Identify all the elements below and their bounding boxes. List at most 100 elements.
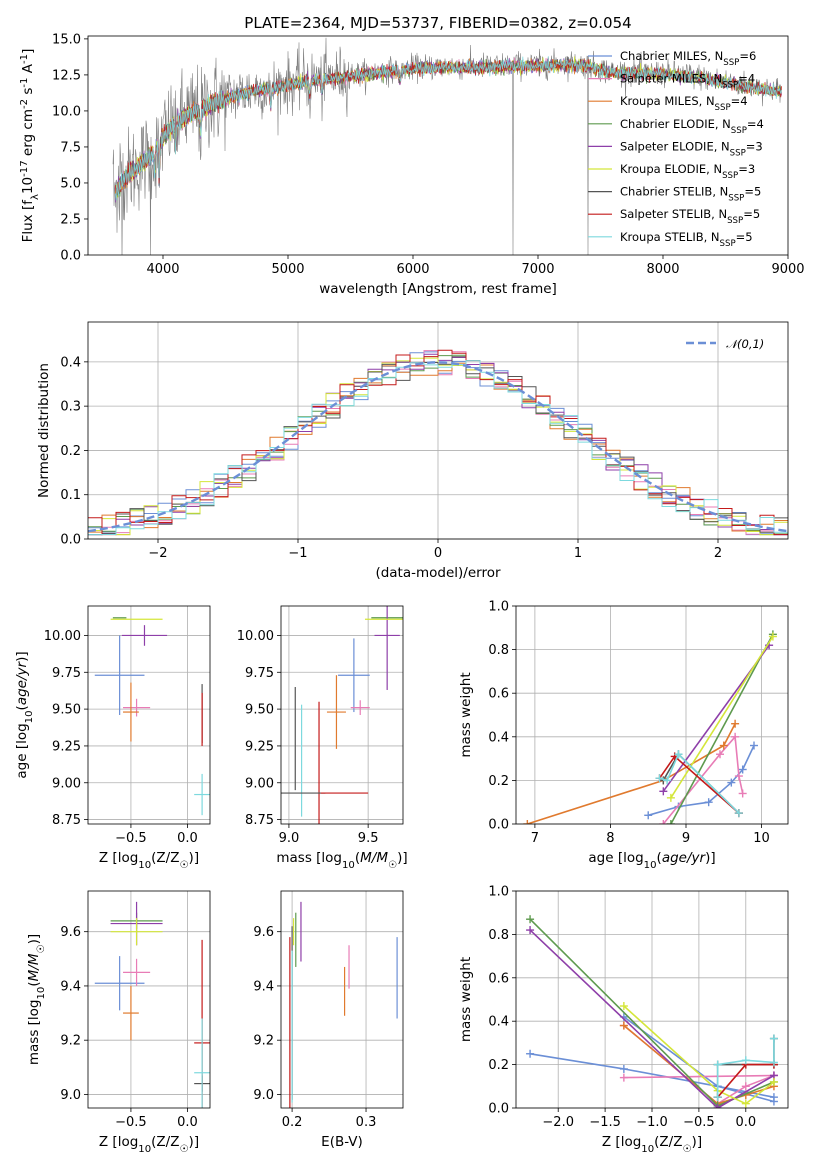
mass_weight_vs_age-series-chabrier_elodie [670, 633, 774, 824]
mass_weight_vs_age-marker [738, 789, 747, 798]
x-axis-label: Z [log10(Z/Z☉)] [99, 850, 199, 871]
mass_weight_vs_age-marker [768, 632, 777, 641]
y-tick-label: 7.5 [60, 140, 81, 155]
mass_weight_vs_z-series-kroupa_elodie [623, 1005, 775, 1105]
mass_weight_vs_z-marker [619, 1073, 628, 1082]
legend-label-chabrier_miles: Chabrier MILES, NSSP=6 [620, 49, 756, 68]
legend-label-salpeter_miles: Salpeter MILES, NSSP=4 [620, 72, 755, 91]
mass_weight_vs_age-marker [738, 765, 747, 774]
y-axis-label: mass weight [458, 672, 474, 757]
mass_weight_vs_z-plot-area [526, 915, 778, 1108]
spectrum-axes: 4000 5000 6000 7000 8000 9000 0.0 2.5 5.0 7.5 10.0… [19, 32, 805, 297]
x-axis-label: Z [log10(Z/Z☉)] [602, 1134, 702, 1155]
age_vs_mass-errorbar-salpeter_miles [350, 700, 370, 715]
y-tick-label: 9.00 [245, 776, 274, 791]
mass_weight_vs_z-marker [713, 1093, 722, 1102]
x-tick-label: 0.0 [177, 1115, 198, 1130]
x-tick-label: −1.0 [636, 1115, 668, 1130]
y-tick-label: 0.0 [60, 533, 81, 548]
y-axis-label: mass [log10(M/M☉)] [26, 934, 47, 1065]
age_vs_z-errorbar-kroupa_miles [123, 682, 139, 742]
mass_vs_z-frame [87, 890, 211, 1109]
age_vs_z-frame [87, 605, 211, 825]
x-tick-label: −1 [288, 546, 307, 561]
residuals-legend: 𝒩(0,1) [686, 337, 764, 351]
x-tick-label: 9.0 [279, 831, 300, 846]
mass_weight_vs_z-axes: −2.0 −1.5 −1.0 −0.5 0.0 0.0 0.2 0.4 0.6 0.8 1.0 Z [… [458, 885, 788, 1155]
x-tick-label: 0 [434, 546, 442, 561]
age_vs_mass-errorbar-chabrier_miles [338, 638, 370, 713]
mass_weight_vs_z-marker [741, 1082, 750, 1091]
mass_vs_ebv-plot-area [289, 901, 398, 1108]
spectrum-title: PLATE=2364, MJD=53737, FIBERID=0382, z=0… [244, 14, 631, 32]
x-axis-label: age [log10(age/yr)] [588, 850, 715, 871]
mass_weight_vs_age-marker [719, 741, 728, 750]
y-tick-label: 0.4 [488, 730, 509, 745]
mass_weight_vs_age-marker [655, 774, 664, 783]
mass_weight_vs_z-marker [619, 1002, 628, 1011]
mass_vs_z-errorbar-kroupa_miles [123, 985, 139, 1041]
mass_vs_z-errorbar-salpeter_miles [123, 958, 151, 986]
x-axis-label: mass [log10(M/M☉)] [276, 850, 407, 871]
y-axis-label: mass weight [458, 957, 474, 1042]
mass_weight_vs_age-marker [644, 811, 653, 820]
x-tick-label: −0.5 [115, 831, 147, 846]
y-tick-label: 0.1 [60, 488, 81, 503]
y-tick-label: 9.6 [253, 925, 274, 940]
mass_weight_vs_age-marker [731, 719, 740, 728]
x-tick-label: −0.5 [115, 1115, 147, 1130]
y-tick-label: 0.0 [60, 249, 81, 264]
mass_vs_ebv-frame [280, 890, 404, 1109]
age_vs_z-errorbar-kroupa_stelib [194, 773, 210, 816]
x-tick-label: 8000 [646, 262, 679, 277]
mass_weight_vs_age-marker [663, 776, 672, 785]
x-tick-label: 8 [606, 831, 614, 846]
y-tick-label: 10.0 [52, 104, 81, 119]
x-tick-label: 9.5 [358, 831, 379, 846]
mass_weight_vs_age-marker [659, 820, 668, 824]
y-tick-label: 9.25 [52, 739, 81, 754]
y-tick-label: 0.6 [488, 687, 509, 702]
y-tick-label: 5.0 [60, 176, 81, 191]
mass_weight_vs_age-marker [666, 820, 675, 824]
x-axis-label: wavelength [Angstrom, rest frame] [319, 281, 557, 297]
y-tick-label: 12.5 [52, 68, 81, 83]
y-tick-label: 9.2 [60, 1034, 81, 1049]
y-tick-label: 0.4 [60, 355, 81, 370]
x-axis-label: Z [log10(Z/Z☉)] [99, 1134, 199, 1155]
x-tick-label: −0.5 [683, 1115, 715, 1130]
y-tick-label: 0.2 [488, 774, 509, 789]
y-tick-label: 0.8 [488, 928, 509, 943]
residual-hist-kroupa_miles [88, 362, 788, 536]
x-axis-label: (data-model)/error [375, 565, 501, 581]
residual-hist-kroupa_stelib [88, 360, 788, 536]
residual-hist-salpeter_stelib [88, 349, 788, 536]
mass_weight_vs_z-series-salpeter_elodie [529, 929, 775, 1108]
x-tick-label: 0.2 [282, 1115, 303, 1130]
mass_weight_vs_age-frame [515, 605, 789, 825]
x-tick-label: 6000 [396, 262, 429, 277]
y-tick-label: 0.0 [488, 1102, 509, 1117]
y-tick-label: 9.50 [245, 703, 274, 718]
y-tick-label: 0.6 [488, 971, 509, 986]
age_vs_mass-errorbar-kroupa_miles [326, 675, 346, 749]
age_vs_z-errorbar-salpeter_miles [123, 698, 151, 717]
x-axis-label: E(B-V) [321, 1134, 363, 1150]
mass_weight_vs_z-frame [515, 890, 789, 1109]
legend-label-kroupa_stelib: Kroupa STELIB, NSSP=5 [620, 230, 753, 249]
age_vs_mass-plot-area [281, 606, 403, 824]
x-tick-label: 7 [531, 831, 539, 846]
y-axis-label: age [log10(age/yr)] [14, 651, 35, 778]
mass_vs_z-plot-area [94, 901, 210, 1108]
x-tick-label: 0.0 [177, 831, 198, 846]
age_vs_mass-axes: 9.0 9.5 8.75 9.00 9.25 9.50 9.75 10.00 mass [log… [237, 606, 408, 871]
mass_weight_vs_age-marker [734, 809, 743, 818]
x-tick-label: −1.5 [589, 1115, 621, 1130]
spectrum-model-kroupa_elodie [115, 56, 782, 198]
mass_weight_vs_age-marker [731, 732, 740, 741]
mass_vs_z-axes: −0.5 0.0 9.0 9.2 9.4 9.6 Z [log10(Z/Z☉)] mass [… [26, 891, 210, 1155]
residual-hist-salpeter_elodie [88, 353, 788, 536]
y-tick-label: 0.8 [488, 643, 509, 658]
mass_weight_vs_z-marker [769, 1058, 778, 1067]
y-tick-label: 9.4 [60, 979, 81, 994]
